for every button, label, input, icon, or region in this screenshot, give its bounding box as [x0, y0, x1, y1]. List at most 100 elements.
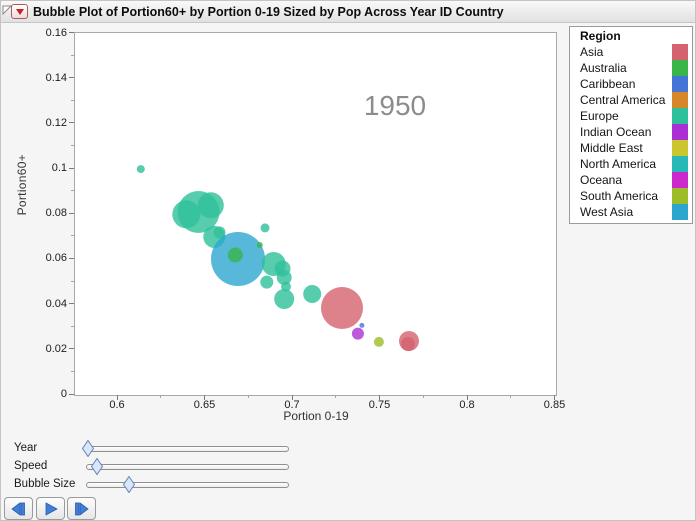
red-triangle-menu-button[interactable] — [11, 4, 28, 19]
y-tick-major — [69, 212, 74, 214]
bubble-europe[interactable] — [303, 285, 322, 303]
y-tick-minor — [71, 370, 74, 372]
slider-label-year: Year — [14, 441, 38, 454]
plot-svg — [136, 165, 419, 351]
y-tick-label: 0.02 — [45, 342, 67, 355]
x-tick-minor — [160, 395, 162, 398]
y-tick-label: 0.12 — [45, 116, 67, 129]
y-tick-major — [69, 348, 74, 350]
y-axis-title: Portion60+ — [15, 154, 29, 216]
y-tick-major — [69, 393, 74, 395]
bubble-europe[interactable] — [276, 270, 292, 285]
y-tick-label: 0.16 — [45, 26, 67, 39]
x-tick-major — [466, 395, 468, 400]
y-tick-label: 0 — [60, 388, 67, 400]
slider-thumb-speed[interactable] — [90, 457, 104, 476]
legend-item-indian-ocean[interactable]: Indian Ocean — [570, 124, 692, 140]
x-tick-major — [204, 395, 205, 400]
bubble-caribbean[interactable] — [359, 322, 365, 328]
y-tick-minor — [71, 190, 74, 192]
disclosure-triangle-icon[interactable] — [2, 5, 12, 15]
bubble-south-america[interactable] — [373, 336, 384, 347]
bubble-australia[interactable] — [256, 242, 263, 248]
x-tick-minor — [510, 395, 512, 398]
bubble-europe[interactable] — [213, 226, 226, 239]
legend-color-swatch — [672, 172, 688, 188]
legend-panel: Region Asia Australia Caribbean Central Ame… — [569, 26, 693, 224]
legend-item-central-america[interactable]: Central America — [570, 92, 692, 108]
play-icon — [45, 501, 58, 516]
legend-color-swatch — [672, 188, 688, 204]
bubble-europe[interactable] — [260, 275, 274, 289]
x-tick-major — [291, 395, 293, 400]
legend-color-swatch — [672, 204, 688, 220]
slider-thumb-bubble-size[interactable] — [123, 475, 136, 494]
legend-item-label: North America — [580, 157, 657, 171]
legend-item-oceana[interactable]: Oceana — [570, 172, 692, 188]
y-tick-minor — [71, 325, 74, 327]
y-tick-minor — [71, 145, 74, 147]
legend-item-europe[interactable]: Europe — [570, 108, 692, 124]
legend-item-label: Asia — [580, 45, 604, 59]
legend-item-label: Caribbean — [580, 77, 636, 91]
y-tick-major — [69, 167, 74, 169]
slider-label-speed: Speed — [14, 459, 48, 472]
bubble-europe[interactable] — [260, 223, 270, 233]
legend-item-label: West Asia — [580, 205, 634, 219]
slider-track-speed[interactable] — [86, 463, 289, 470]
bubble-asia[interactable] — [321, 287, 363, 329]
y-tick-minor — [71, 99, 74, 101]
step-forward-icon — [75, 501, 89, 516]
legend-item-south-america[interactable]: South America — [570, 188, 692, 204]
red-triangle-icon — [15, 8, 24, 15]
legend-item-label: Australia — [580, 61, 627, 75]
bubble-asia[interactable] — [401, 337, 415, 351]
x-tick-label: 0.75 — [368, 399, 391, 411]
y-tick-major — [69, 303, 74, 305]
play-button[interactable] — [35, 497, 65, 520]
x-tick-major — [554, 395, 555, 400]
slider-label-bubble-size: Bubble Size — [14, 477, 76, 490]
legend-color-swatch — [672, 60, 688, 76]
legend-color-swatch — [672, 44, 688, 60]
legend-item-north-america[interactable]: North America — [570, 156, 692, 172]
plot-area[interactable]: 1950 — [74, 32, 557, 396]
x-tick-label: 0.7 — [284, 399, 300, 411]
bubble-indian-ocean[interactable] — [351, 327, 364, 340]
bubble-europe[interactable] — [136, 165, 145, 174]
legend-item-label: Middle East — [580, 141, 643, 155]
bubble-europe[interactable] — [274, 289, 295, 309]
legend-title: Region — [580, 29, 621, 43]
legend-item-middle-east[interactable]: Middle East — [570, 140, 692, 156]
y-tick-minor — [71, 280, 74, 282]
y-tick-major — [69, 122, 74, 124]
y-tick-minor — [71, 235, 74, 237]
slider-track-year[interactable] — [86, 445, 289, 452]
bubble-australia[interactable] — [227, 247, 243, 263]
legend-item-label: South America — [580, 189, 659, 203]
slider-thumb-year[interactable] — [82, 439, 95, 458]
bubble-europe[interactable] — [197, 192, 224, 219]
legend-item-asia[interactable]: Asia — [570, 44, 692, 60]
step-forward-button[interactable] — [67, 497, 96, 520]
x-tick-major — [379, 395, 380, 400]
y-tick-label: 0.04 — [45, 297, 67, 310]
y-tick-label: 0.08 — [45, 207, 67, 220]
x-tick-major — [116, 395, 118, 400]
y-tick-major — [69, 77, 74, 79]
x-tick-minor — [247, 395, 249, 398]
step-back-icon — [11, 501, 25, 516]
y-tick-major — [69, 257, 74, 259]
legend-item-label: Central America — [580, 93, 666, 107]
x-tick-label: 0.65 — [193, 399, 216, 411]
legend-item-australia[interactable]: Australia — [570, 60, 692, 76]
legend-color-swatch — [672, 140, 688, 156]
legend-item-caribbean[interactable]: Caribbean — [570, 76, 692, 92]
step-back-button[interactable] — [4, 497, 33, 520]
x-tick-minor — [422, 395, 424, 398]
y-tick-label: 0.1 — [51, 162, 67, 175]
legend-item-west-asia[interactable]: West Asia — [570, 204, 692, 220]
x-axis-title: Portion 0-19 — [283, 409, 349, 423]
slider-track-bubble-size[interactable] — [86, 481, 289, 488]
